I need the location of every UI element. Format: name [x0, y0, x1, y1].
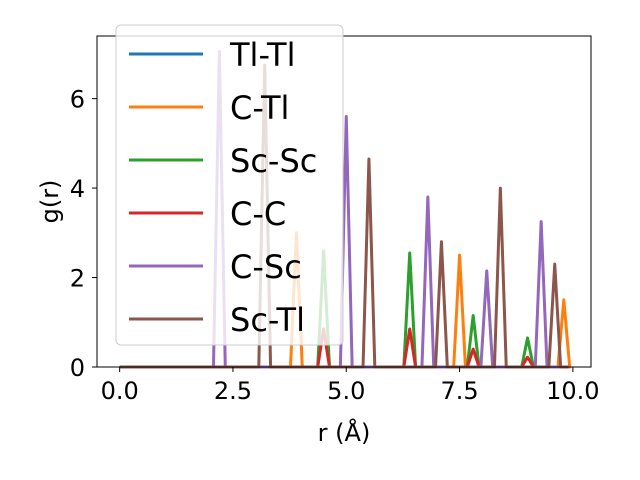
x-tick-label: 2.5: [214, 377, 252, 405]
legend: Tl-Tl C-Tl Sc-Sc C-C C-Sc Sc-Tl: [115, 24, 344, 346]
x-ticks: 0.0 2.5 5.0 7.5 10.0: [101, 367, 600, 405]
y-tick-label: 0: [70, 354, 85, 382]
y-tick-label: 2: [70, 265, 85, 293]
y-ticks: 0 2 4 6: [70, 86, 97, 382]
y-axis-label: g(r): [36, 180, 64, 224]
legend-label-tl-tl: Tl-Tl: [229, 36, 295, 74]
x-tick-label: 5.0: [327, 377, 365, 405]
y-tick-label: 6: [70, 86, 85, 114]
x-tick-label: 7.5: [440, 377, 478, 405]
legend-label-sc-sc: Sc-Sc: [230, 142, 317, 180]
x-tick-label: 0.0: [101, 377, 139, 405]
legend-label-c-c: C-C: [230, 195, 286, 233]
y-tick-label: 4: [70, 175, 85, 203]
legend-label-c-tl: C-Tl: [230, 89, 289, 127]
legend-label-c-sc: C-Sc: [230, 248, 302, 286]
x-axis-label: r (Å): [318, 418, 371, 447]
x-tick-label: 10.0: [546, 377, 599, 405]
axes-frame: [96, 35, 592, 368]
legend-label-sc-tl: Sc-Tl: [230, 301, 305, 339]
